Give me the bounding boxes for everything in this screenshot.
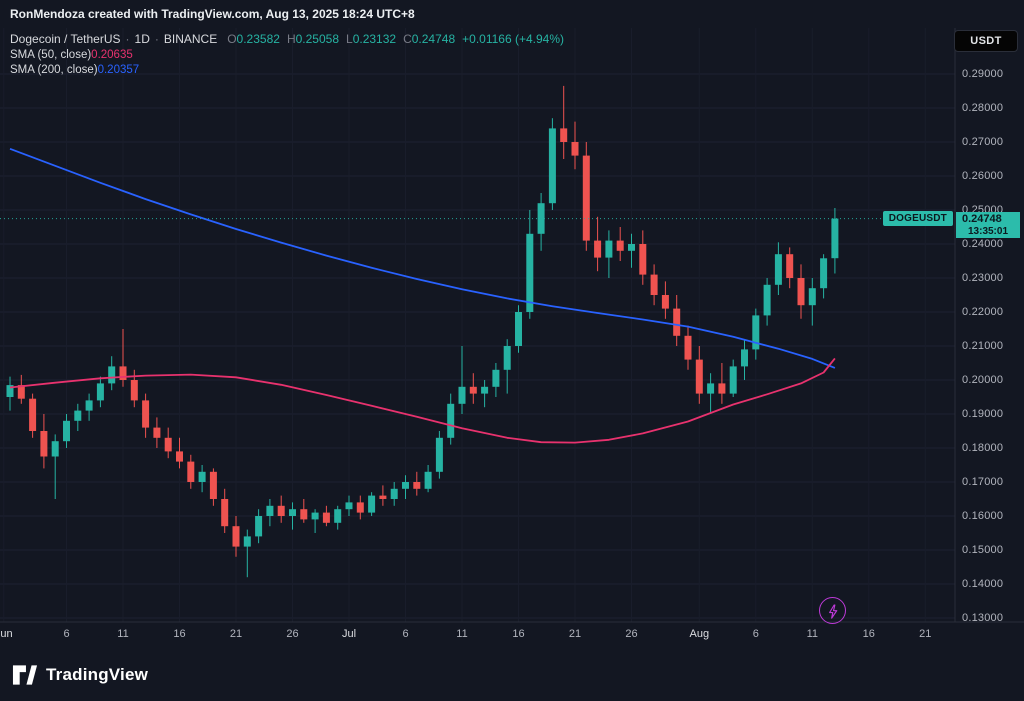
price-tick-label: 0.27000 [962, 136, 1004, 148]
legend-separator: · [125, 32, 130, 46]
time-axis[interactable]: Jun 6 11 16 21 26 Jul 6 11 16 21 26 Aug 6 11 16 21 [0, 622, 1024, 648]
chart-canvas[interactable] [0, 28, 1024, 648]
quick-trade-button[interactable] [819, 597, 846, 624]
attribution-bar: RonMendoza created with TradingView.com,… [0, 0, 1024, 28]
sma200-line [9, 147, 836, 369]
sma50-line [9, 357, 836, 444]
price-tick-label: 0.29000 [962, 68, 1004, 80]
time-tick-label: 26 [625, 628, 638, 640]
symbol-title: Dogecoin / TetherUS [10, 32, 121, 46]
time-tick-label: 26 [286, 628, 299, 640]
bar-countdown-badge: 13:35:01 [956, 225, 1020, 238]
time-tick-label: Aug [689, 628, 710, 640]
brand-name[interactable]: TradingView [46, 664, 149, 684]
chart-area: Dogecoin / TetherUS · 1D · BINANCE O0.23… [0, 28, 1024, 648]
price-tick-label: 0.20000 [962, 374, 1004, 386]
time-tick-label: 6 [752, 628, 759, 640]
price-tick-label: 0.23000 [962, 272, 1004, 284]
footer-bar: TradingView [0, 648, 1024, 701]
tradingview-logo-icon[interactable] [12, 664, 38, 686]
sma50-label: SMA (50, close) [10, 48, 92, 61]
exchange-label: BINANCE [163, 32, 218, 46]
price-tick-label: 0.22000 [962, 306, 1004, 318]
interval-label: 1D [134, 32, 150, 46]
time-tick-label: 16 [862, 628, 875, 640]
time-tick-label: 11 [806, 628, 819, 640]
price-tick-label: 0.16000 [962, 510, 1004, 522]
grid-layer [0, 28, 1024, 623]
price-tick-label: 0.14000 [962, 578, 1004, 590]
time-tick-label: Jun [0, 628, 13, 640]
sma200-value: 0.20357 [97, 63, 140, 76]
ohlc-high: H0.25058 [286, 32, 339, 46]
time-tick-label: 21 [568, 628, 582, 640]
time-tick-label: 16 [173, 628, 186, 640]
attribution-text: RonMendoza created with TradingView.com,… [10, 7, 415, 21]
time-tick-label: 6 [63, 628, 70, 640]
price-tick-label: 0.13000 [962, 612, 1004, 624]
currency-toggle-button[interactable]: USDT [954, 30, 1018, 52]
price-tick-label: 0.26000 [962, 170, 1004, 182]
sma50-value: 0.20635 [91, 48, 133, 61]
candles-layer [6, 85, 839, 578]
price-tick-label: 0.24000 [962, 238, 1004, 250]
price-tick-label: 0.19000 [962, 408, 1004, 420]
time-tick-label: Jul [341, 628, 357, 640]
price-axis[interactable]: 0.29000 0.28000 0.27000 0.26000 0.25000 0.240… [955, 28, 1024, 624]
lightning-icon [828, 603, 837, 619]
sma200-label: SMA (200, close) [10, 63, 98, 76]
time-tick-label: 6 [402, 628, 409, 640]
ohlc-open: O0.23582 [227, 32, 280, 46]
legend-separator: · [154, 32, 159, 46]
price-tick-label: 0.18000 [962, 442, 1004, 454]
time-tick-label: 21 [229, 628, 243, 640]
sma50-legend-row[interactable]: SMA (50, close) 0.20635 [10, 47, 564, 62]
price-tick-label: 0.28000 [962, 102, 1004, 114]
symbol-legend-row[interactable]: Dogecoin / TetherUS · 1D · BINANCE O0.23… [10, 31, 564, 47]
time-tick-label: 16 [512, 628, 525, 640]
ohlc-low: L0.23132 [346, 32, 397, 46]
ohlc-close: C0.24748 [403, 32, 456, 46]
time-tick-label: 21 [919, 628, 932, 640]
time-tick-label: 11 [117, 628, 129, 640]
chart-legend: Dogecoin / TetherUS · 1D · BINANCE O0.23… [10, 31, 564, 77]
last-price-badge: 0.24748 [956, 211, 1020, 226]
price-tick-label: 0.21000 [962, 340, 1004, 352]
sma200-legend-row[interactable]: SMA (200, close) 0.20357 [10, 62, 564, 77]
price-tick-label: 0.17000 [962, 476, 1004, 488]
price-tick-label: 0.15000 [962, 544, 1004, 556]
time-tick-label: 11 [456, 628, 468, 640]
symbol-price-badge: DOGEUSDT [882, 211, 953, 227]
change-value: +0.01166 (+4.94%) [462, 32, 564, 46]
